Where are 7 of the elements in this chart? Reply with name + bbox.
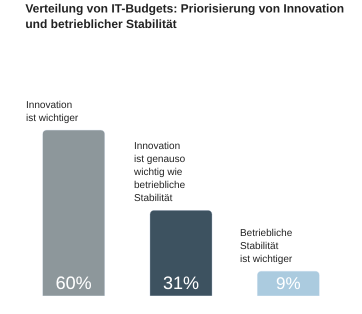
data-label: 31% xyxy=(162,273,200,293)
data-label: 60% xyxy=(56,273,92,293)
data-label: 9% xyxy=(276,274,301,294)
x-tick-label: Innovation ist wichtiger xyxy=(26,100,79,124)
x-tick-label: Betriebliche Stabilität ist wichtiger xyxy=(240,228,293,265)
x-tick-label: Innovation ist genauso wichtig wie betriebliche Stabilität xyxy=(133,141,186,204)
chart-title: Verteilung von IT-Budgets: Priorisierung von Innovation und betrieblicher Stabilität xyxy=(25,2,344,32)
